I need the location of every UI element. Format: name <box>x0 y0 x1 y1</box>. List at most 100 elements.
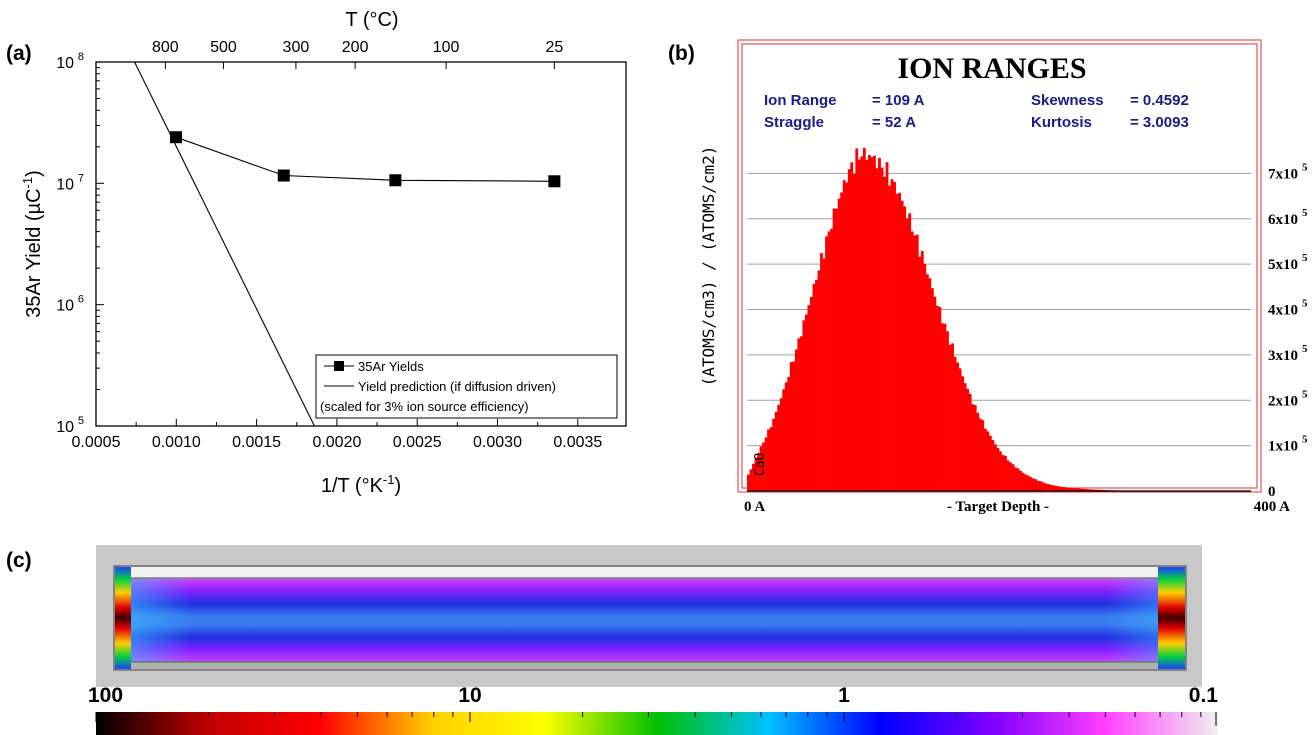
histogram-bar <box>966 388 970 491</box>
histogram-bar <box>754 457 758 491</box>
histogram-bar <box>956 362 959 491</box>
histogram-bar <box>986 431 990 491</box>
histogram-bar <box>830 228 833 491</box>
legend-a: 35Ar Yields Yield prediction (if diffusi… <box>315 354 618 419</box>
histogram-bar <box>867 155 871 491</box>
right-axis-b: 0 1x10 5 2x10 5 3x10 5 4x10 5 5x10 5 6x10 5 7x10 5 <box>1268 161 1308 500</box>
stat-label-skewness: Skewness <box>1031 92 1104 109</box>
stats-block: Ion Range = 109 A Straggle = 52 A Skewne… <box>764 92 1189 131</box>
x-tick-label-a: 0.0030 <box>473 434 522 451</box>
histogram-bar <box>1046 484 1050 491</box>
x-left-label-b: 0 A <box>744 499 765 515</box>
y-tick-label-b: 7x10 <box>1268 166 1298 182</box>
histogram-bar <box>878 158 881 492</box>
histogram-bar <box>747 474 750 491</box>
histogram-bar <box>860 156 864 491</box>
histogram-bar <box>1039 481 1043 491</box>
top-axis-a: 800 500 300 200 100 25 <box>152 39 563 69</box>
histogram-bar <box>905 218 909 491</box>
histogram-bar <box>910 231 914 491</box>
histogram-bar <box>1082 488 1085 491</box>
legend-marker-yields <box>334 361 344 371</box>
histogram-bar <box>1036 480 1040 491</box>
histogram-bar <box>1024 474 1028 491</box>
plot-frame-a <box>95 61 627 427</box>
histogram-bar <box>1092 489 1096 491</box>
histogram-bar <box>920 251 924 491</box>
y-tick-exponent-b: 5 <box>1302 388 1308 400</box>
histogram-bar <box>880 167 884 491</box>
histogram-bar <box>890 179 894 492</box>
histogram-bar <box>835 208 839 492</box>
stat-value-ion-range: = 109 A <box>872 92 925 109</box>
histogram-bar <box>1072 488 1075 491</box>
y-tick-label-b: 6x10 <box>1268 212 1298 228</box>
y-axis-a: 10 5 10 6 10 7 10 8 <box>56 51 104 436</box>
histogram-bar <box>812 284 816 491</box>
histogram-bar <box>923 263 927 491</box>
histogram-bar <box>976 412 980 491</box>
y-tick-exponent-a: 6 <box>78 294 84 306</box>
histogram-bar <box>981 420 985 491</box>
histogram-bar <box>762 442 765 491</box>
histogram-bar <box>815 279 818 491</box>
y-tick-label-b: 5x10 <box>1268 257 1298 273</box>
histogram-bar <box>883 176 886 491</box>
histogram-bar <box>958 368 962 491</box>
histogram-bar <box>1056 486 1060 491</box>
histogram-bar <box>865 159 869 492</box>
colorbar-label: 10 <box>458 684 481 707</box>
histogram-bar <box>1006 460 1010 491</box>
histogram-bar <box>951 343 954 491</box>
histogram-bar <box>925 274 929 491</box>
colorbar-label: 1 <box>838 684 850 707</box>
top-tick-label-a: 100 <box>433 39 460 56</box>
histogram-bar <box>978 418 982 491</box>
histogram-bar <box>971 404 975 491</box>
y-axis-label-a: 35Ar Yield (µC-1) <box>20 170 45 318</box>
yield-point <box>277 169 290 182</box>
histogram-bar <box>837 198 841 491</box>
histogram-bar <box>893 181 896 491</box>
histogram-bar <box>1049 484 1053 491</box>
histogram-bar <box>847 169 851 491</box>
histogram-bar <box>784 382 788 491</box>
histogram-bar <box>941 323 944 491</box>
histogram-bar <box>1001 455 1005 491</box>
top-tick-label-a: 300 <box>283 39 310 56</box>
y-tick-label-a: 10 <box>56 176 74 193</box>
legend-entry-prediction: Yield prediction (if diffusion driven) <box>358 379 556 394</box>
y-axis-label-b: (ATOMS/cm3) / (ATOMS/cm2) <box>699 146 718 387</box>
histogram-bar <box>767 429 770 491</box>
panel-label-c: (c) <box>6 549 32 572</box>
histogram-bar <box>862 147 866 491</box>
histogram-bar <box>820 253 823 491</box>
panel-a-chart: (a) T (°C) 0.0005 0.0010 0.0015 0.0020 0.002… <box>6 9 627 497</box>
x-tick-label-a: 0.0005 <box>72 434 121 451</box>
histogram-bar <box>1067 487 1070 491</box>
histogram-bar <box>875 168 879 491</box>
histogram-bar <box>774 411 778 491</box>
histogram-bars <box>747 147 1176 492</box>
histogram-bar <box>1074 488 1078 491</box>
top-tick-label-a: 500 <box>210 39 237 56</box>
histogram-bar <box>852 173 856 491</box>
histogram-bar <box>870 157 874 492</box>
yields-line <box>175 136 555 182</box>
histogram-bar <box>913 235 917 491</box>
y-tick-label-a: 10 <box>56 419 74 436</box>
histogram-bar <box>963 383 967 491</box>
histogram-bar <box>1064 487 1068 491</box>
histogram-bar <box>1004 455 1007 491</box>
histogram-bar <box>752 463 755 491</box>
target-label-cao: CaO <box>753 452 768 476</box>
histogram-bar <box>804 314 808 491</box>
x-tick-label-a: 0.0015 <box>232 434 281 451</box>
histogram-bar <box>948 344 952 491</box>
legend-entry-yields: 35Ar Yields <box>358 359 424 374</box>
histogram-bar <box>895 193 899 491</box>
histogram-bar <box>792 361 796 491</box>
histogram-bar <box>832 208 836 491</box>
histogram-bar <box>1011 464 1015 491</box>
histogram-bar <box>1029 477 1033 491</box>
